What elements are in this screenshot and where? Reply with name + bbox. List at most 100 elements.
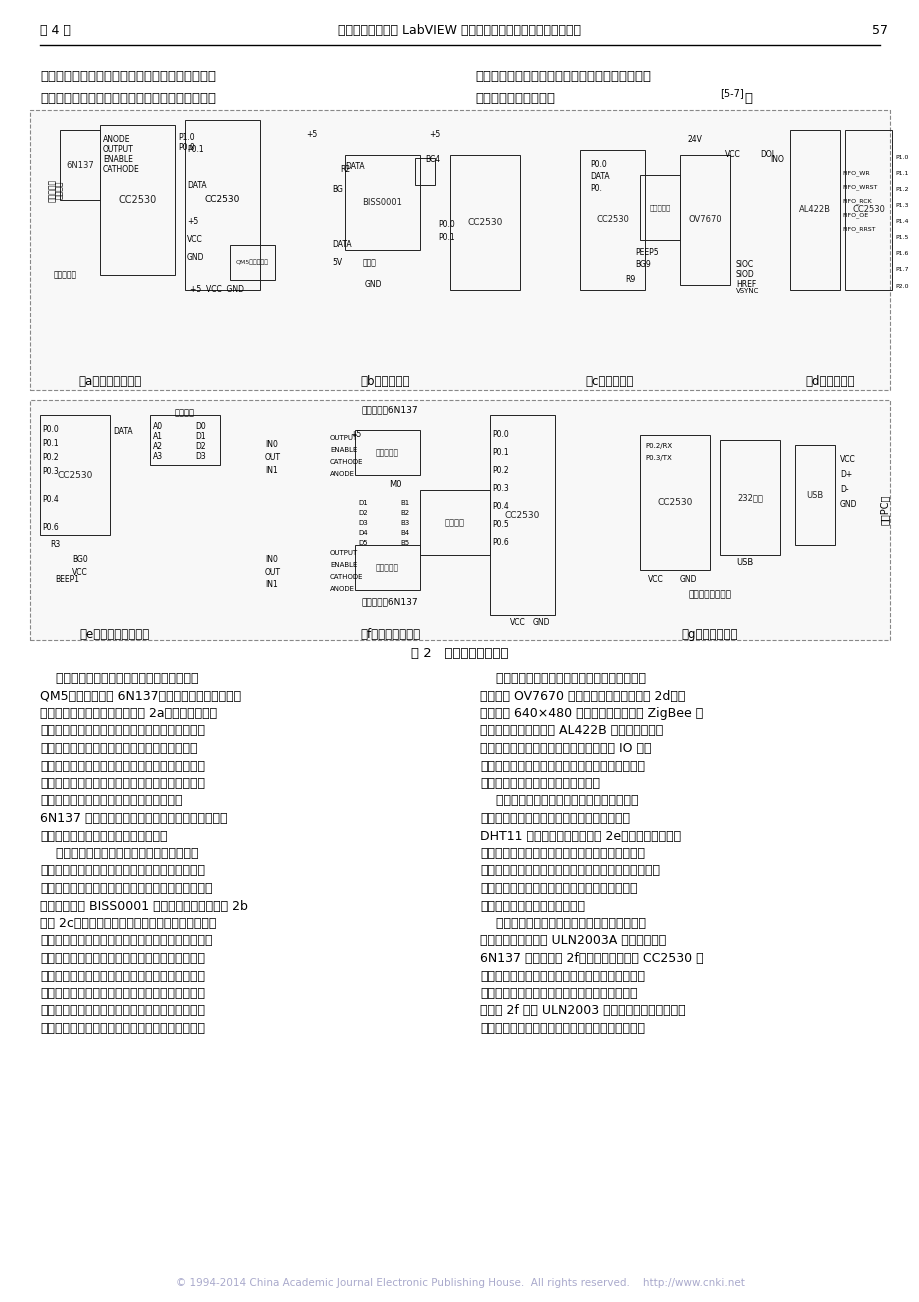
Text: 被正确采集到和有足够的时间传输。: 被正确采集到和有足够的时间传输。 [480,777,599,790]
Text: CC2530: CC2530 [596,216,629,224]
Text: P2.0: P2.0 [894,284,908,289]
Text: 度时会认定为发生火灾而报警。: 度时会认定为发生火灾而报警。 [480,900,584,913]
Text: SIOC: SIOC [735,260,754,270]
Text: 过设定值时，燃气模块会发出报警信号并关闭电磁: 过设定值时，燃气模块会发出报警信号并关闭电磁 [40,759,205,772]
Text: OV7670: OV7670 [687,216,721,224]
Text: P0.0: P0.0 [437,220,454,229]
Text: 电磁继电器: 电磁继电器 [48,178,57,202]
Text: +5: +5 [349,430,361,439]
Bar [355,546,420,590]
Text: CC2530: CC2530 [119,195,156,204]
Text: 电磁继电器: 电磁继电器 [376,448,399,457]
Text: GND: GND [187,253,204,262]
Bar [640,435,709,570]
Text: OUT: OUT [265,568,280,577]
Text: 光幕传感器: 光幕传感器 [649,204,670,211]
Bar [185,120,260,290]
Text: 主要包括 OV7670 摄像头及处理电路（见图 2d），: 主要包括 OV7670 摄像头及处理电路（见图 2d）， [480,690,685,703]
Bar [40,415,110,535]
Text: DATA: DATA [345,161,364,171]
Text: 的微弱电平信号放大以驱动步进电机，光电耦合器: 的微弱电平信号放大以驱动步进电机，光电耦合器 [480,1022,644,1035]
Text: OUTPUT: OUTPUT [103,145,133,154]
Text: CC2530: CC2530 [204,195,240,204]
Text: P0.6: P0.6 [492,538,508,547]
Text: P0.1: P0.1 [42,439,59,448]
Text: P0.1: P0.1 [492,448,508,457]
Text: P0.0: P0.0 [492,430,508,439]
Text: DATA: DATA [187,181,207,190]
Text: （f）反馈控制模块: （f）反馈控制模块 [359,628,420,641]
Text: 警报，并通过无线网络传输给上位机。光幕模块主: 警报，并通过无线网络传输给上位机。光幕模块主 [40,952,205,965]
Text: USB: USB [735,559,753,566]
Text: 步进电机、放大芯片 ULN2003A 和光电耦合器: 步进电机、放大芯片 ULN2003A 和光电耦合器 [480,935,665,948]
Text: 收从上位机发出的控制指令信息并进行分析，然后: 收从上位机发出的控制指令信息并进行分析，然后 [480,970,644,983]
Bar [789,130,839,290]
Text: ～图 2c）。如果有人通过主门，红外线传感器会检: ～图 2c）。如果有人通过主门，红外线传感器会检 [40,917,216,930]
Text: VCC: VCC [647,575,663,585]
Text: ENABLE: ENABLE [330,447,357,453]
Text: A3: A3 [153,452,163,461]
Bar [720,440,779,555]
Text: © 1994-2014 China Academic Journal Electronic Publishing House.  All rights rese: © 1994-2014 China Academic Journal Elect… [176,1279,743,1288]
Text: 24V: 24V [686,135,702,145]
Text: 6N137 组成（见图 2f）。其中核心芯片 CC2530 接: 6N137 组成（见图 2f）。其中核心芯片 CC2530 接 [480,952,703,965]
Text: CC2530: CC2530 [851,206,884,215]
Text: 红外线传感器 BISS0001 和报警装置组成（见图 2b: 红外线传感器 BISS0001 和报警装置组成（见图 2b [40,900,247,913]
Text: OUT: OUT [265,453,280,462]
Bar [100,125,175,275]
Text: 燃气总开关: 燃气总开关 [53,270,76,279]
Bar [794,445,834,546]
Text: 杨洪涛，等：基于 LabVIEW 和物联网的分布式家庭智能监控系统: 杨洪涛，等：基于 LabVIEW 和物联网的分布式家庭智能监控系统 [338,23,581,36]
Bar [449,155,519,290]
Text: 设置拨码开关并对识别编码附加在通讯信号号中以区分: 设置拨码开关并对识别编码附加在通讯信号号中以区分 [480,865,659,878]
Text: B2: B2 [400,510,409,516]
Text: BISS0001: BISS0001 [362,198,402,207]
Text: VCC: VCC [509,618,525,628]
Text: VCC: VCC [187,234,202,243]
Text: 232转换: 232转换 [736,493,762,503]
Bar [640,174,679,240]
Text: VCC: VCC [839,454,855,464]
Text: D0: D0 [195,422,206,431]
Text: P1.0: P1.0 [177,133,195,142]
Text: R3: R3 [50,540,60,549]
Text: IN1: IN1 [265,579,278,589]
Text: VCC: VCC [724,150,740,159]
Text: 用于监控人员通过进情况，模块由核心芯片、热释电: 用于监控人员通过进情况，模块由核心芯片、热释电 [40,881,212,894]
Text: D4: D4 [357,530,368,536]
Text: 图 2   功能模块的电路图: 图 2 功能模块的电路图 [411,647,508,660]
Text: FIFO_OE: FIFO_OE [841,212,868,217]
Text: +5: +5 [306,130,317,139]
Text: （c）光幕模块: （c）光幕模块 [585,375,633,388]
Text: +5: +5 [429,130,440,139]
Text: 反馈控制模块主要由核心芯片、电磁继电器、: 反馈控制模块主要由核心芯片、电磁继电器、 [480,917,645,930]
Text: IN1: IN1 [265,466,278,475]
Text: ENABLE: ENABLE [330,562,357,568]
Text: P1.4: P1.4 [894,219,908,224]
Text: HREF: HREF [735,280,755,289]
Text: R2: R2 [340,165,350,174]
Text: P0.2: P0.2 [492,466,508,475]
Text: 5V: 5V [332,258,342,267]
Text: B5: B5 [400,540,409,546]
Text: B3: B3 [400,519,409,526]
Bar [60,130,100,201]
Text: P1.3: P1.3 [894,203,908,208]
Text: FIFO_RCK: FIFO_RCK [841,198,871,203]
Text: 统不能继续工作的情况: 统不能继续工作的情况 [474,92,554,105]
Text: OUTPUT: OUTPUT [330,549,357,556]
Text: P0.4: P0.4 [42,495,59,504]
Text: （g）接收机模块: （g）接收机模块 [681,628,737,641]
Text: 厨房中检测燃气含量，燃气传感器会不断将采集到: 厨房中检测燃气含量，燃气传感器会不断将采集到 [40,724,205,737]
Text: QM5燃气传感器: QM5燃气传感器 [236,259,268,266]
Text: D1: D1 [195,432,206,441]
Text: BG9: BG9 [634,260,650,270]
Text: D2: D2 [357,510,368,516]
Text: （d）视频模块: （d）视频模块 [804,375,854,388]
Text: 制模块开启排风扇排气。其中的光电耦合器: 制模块开启排风扇排气。其中的光电耦合器 [40,794,182,807]
Text: FIFO_RRST: FIFO_RRST [841,227,875,232]
Text: 过对射的红外线对窗户进行监控，当发生破窗进入: 过对射的红外线对窗户进行监控，当发生破窗进入 [40,1005,205,1017]
Text: 拨码开关: 拨码开关 [175,408,195,417]
Text: USB: USB [805,491,823,500]
Bar [579,150,644,290]
